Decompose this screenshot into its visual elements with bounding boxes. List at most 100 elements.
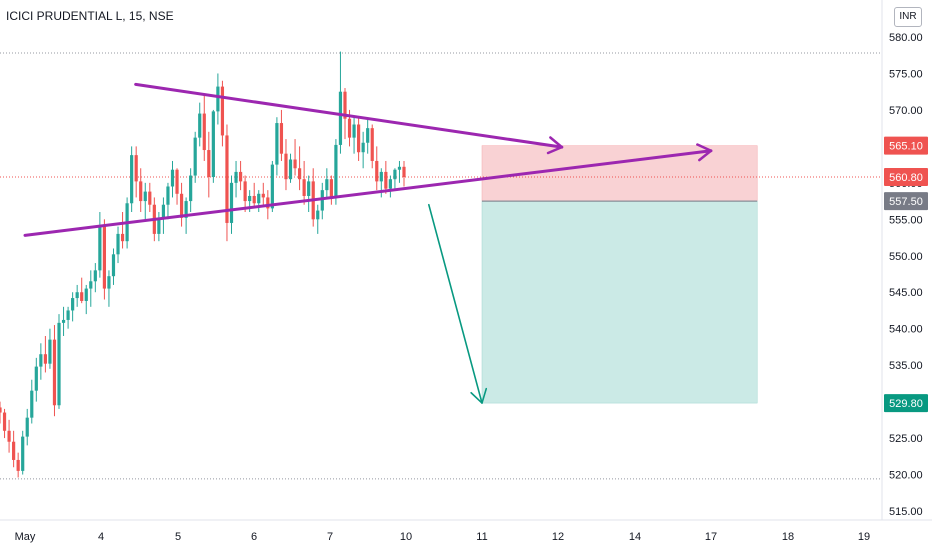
- y-tick-label: 550.00: [889, 251, 923, 263]
- x-tick-label: 19: [858, 531, 870, 543]
- x-tick-label: 5: [175, 531, 181, 543]
- candle-body: [84, 288, 88, 301]
- candle-body: [302, 179, 306, 196]
- candle-body: [375, 160, 379, 182]
- candle-body: [393, 169, 397, 180]
- candle-body: [329, 179, 333, 198]
- y-tick-label: 520.00: [889, 470, 923, 482]
- candle-body: [366, 128, 370, 143]
- candle-body: [243, 181, 247, 202]
- candle-body: [61, 319, 66, 323]
- candle-body: [220, 86, 225, 136]
- candle-body: [175, 169, 179, 194]
- candle-body: [189, 175, 193, 202]
- trendline-arrowhead-1: [696, 143, 713, 162]
- price-label-box: [884, 394, 928, 413]
- candle-body: [170, 169, 175, 187]
- candle-body: [80, 292, 84, 301]
- price-label-box: [884, 136, 928, 155]
- candle-body: [229, 182, 234, 223]
- candle-body: [370, 128, 374, 161]
- x-tick-label: 18: [782, 531, 794, 543]
- candle-body: [107, 276, 111, 289]
- currency-badge[interactable]: INR: [894, 7, 922, 27]
- candle-body: [261, 193, 265, 198]
- candle-body: [379, 171, 383, 182]
- candles-group: [0, 51, 406, 478]
- candle-body: [57, 322, 61, 406]
- price-label: 529.80: [889, 398, 923, 410]
- candle-body: [257, 193, 261, 204]
- candle-body: [7, 430, 11, 442]
- candle-body: [143, 191, 147, 202]
- price-label-box: [884, 168, 928, 187]
- candle-body: [347, 118, 352, 138]
- candle-body: [338, 91, 343, 145]
- candle-body: [234, 171, 238, 183]
- candle-body: [397, 166, 402, 170]
- candle-body: [216, 86, 220, 112]
- candle-body: [388, 179, 392, 189]
- candle-body: [266, 197, 270, 209]
- candle-body: [161, 204, 166, 218]
- price-label-box: [884, 192, 928, 211]
- y-tick-label: 525.00: [889, 433, 923, 445]
- y-tick-label: 570.00: [889, 105, 923, 117]
- candle-body: [98, 226, 102, 271]
- y-tick-label: 545.00: [889, 287, 923, 299]
- candle-body: [71, 298, 75, 311]
- candle-body: [248, 195, 252, 202]
- trendline-arrowhead-0: [546, 136, 564, 155]
- take-profit-zone: [481, 200, 758, 404]
- candle-body: [179, 193, 184, 218]
- candle-body: [75, 292, 79, 299]
- candle-body: [288, 159, 293, 180]
- candle-body: [275, 123, 279, 165]
- candle-body: [89, 281, 93, 289]
- candle-body: [361, 142, 365, 153]
- candle-body: [198, 113, 202, 138]
- candle-body: [116, 233, 120, 255]
- candle-body: [139, 181, 143, 202]
- price-label: 565.10: [889, 141, 923, 153]
- candle-body: [21, 436, 25, 471]
- candle-body: [402, 166, 406, 178]
- candle-body: [211, 111, 215, 178]
- candle-body: [343, 91, 347, 119]
- candle-body: [148, 191, 152, 205]
- candle-body: [12, 441, 16, 460]
- candle-body: [384, 171, 388, 189]
- y-tick-label: 555.00: [889, 214, 923, 226]
- x-tick-label: 11: [476, 531, 487, 543]
- candle-body: [166, 186, 170, 205]
- candle-body: [293, 159, 297, 169]
- candle-body: [193, 137, 197, 176]
- candle-body: [307, 181, 311, 196]
- candle-body: [279, 123, 284, 154]
- trendline-arrowhead-2: [470, 387, 488, 404]
- candle-body: [238, 171, 243, 182]
- candle-body: [334, 144, 338, 198]
- y-tick-label: 575.00: [889, 68, 923, 80]
- candle-body: [111, 254, 116, 277]
- x-tick-label: 17: [705, 531, 717, 543]
- candle-body: [34, 366, 38, 391]
- candle-body: [320, 190, 324, 211]
- trendline-2: [427, 203, 483, 404]
- candle-body: [202, 113, 206, 151]
- candle-body: [325, 179, 329, 191]
- candle-body: [30, 390, 34, 418]
- candle-body: [25, 417, 29, 437]
- candle-body: [225, 135, 229, 223]
- candle-body: [352, 124, 356, 138]
- candle-body: [102, 226, 107, 289]
- candle-body: [120, 233, 125, 242]
- symbol-title: ICICI PRUDENTIAL L, 15, NSE: [6, 9, 174, 23]
- candle-body: [16, 459, 20, 471]
- candle-body: [357, 124, 361, 153]
- price-label: 560.80: [889, 172, 923, 184]
- candle-body: [134, 155, 138, 182]
- x-tick-label: 14: [629, 531, 641, 543]
